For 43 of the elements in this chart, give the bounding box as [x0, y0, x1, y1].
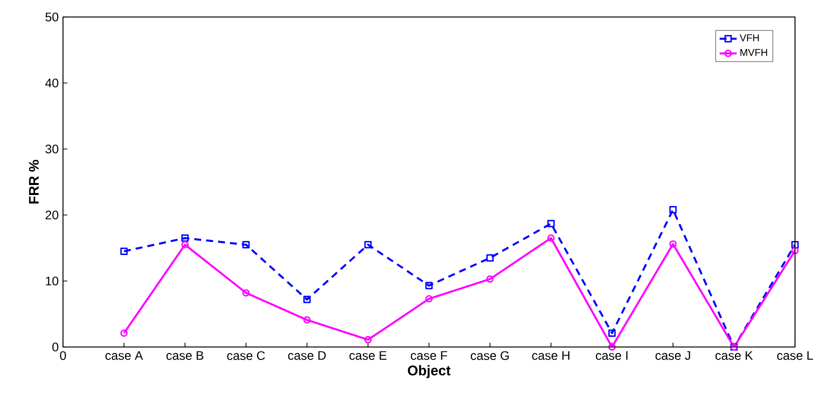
point [547, 234, 555, 242]
point [669, 240, 677, 248]
x-tick-label: case H [532, 351, 570, 360]
x-axis-title: Object [408, 365, 451, 378]
x-tick-label: case J [656, 351, 690, 360]
y-axis-title: FRR % [28, 160, 39, 204]
point [425, 282, 433, 290]
y-tick-label: 10 [46, 276, 58, 286]
point [669, 206, 677, 214]
point [181, 234, 189, 242]
x-tick-label: case L [777, 351, 813, 360]
point [791, 241, 799, 248]
x-tick-label: case F [410, 351, 448, 360]
y-tick-label: 40 [45, 78, 58, 88]
point [425, 295, 433, 303]
legend-label: MVFH [740, 49, 768, 56]
point [364, 336, 372, 344]
point [303, 296, 311, 304]
point [608, 343, 616, 351]
y-tick-label: 20 [46, 210, 58, 220]
point [486, 275, 494, 283]
point [303, 316, 311, 324]
point [242, 289, 250, 297]
y-tick-label: 0 [52, 342, 58, 352]
y-tick-label: 30 [45, 144, 58, 154]
x-tick-label: 0 [60, 351, 66, 360]
x-tick-label: case K [716, 351, 753, 360]
x-tick-label: case E [350, 351, 386, 360]
x-tick-label: case I [596, 351, 628, 360]
point [608, 329, 616, 337]
point [120, 248, 128, 255]
legend-label: VFH [740, 34, 759, 42]
y-tick-label: 50 [45, 12, 58, 22]
point [547, 220, 555, 228]
x-tick-label: case G [470, 351, 509, 360]
point [486, 254, 494, 262]
point [364, 241, 372, 248]
x-tick-label: case B [166, 351, 204, 360]
point [242, 241, 250, 248]
x-tick-label: case A [105, 351, 143, 360]
x-tick-label: case C [227, 351, 265, 360]
point [181, 241, 189, 248]
x-tick-label: case D [288, 351, 326, 360]
